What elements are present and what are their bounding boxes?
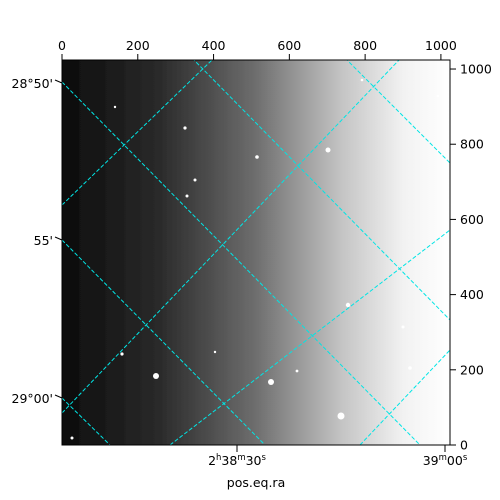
right-tick-label: 600: [460, 212, 484, 227]
plot-frame: [61, 59, 451, 446]
top-tick-label: 200: [126, 38, 150, 53]
star: [213, 350, 217, 354]
grid-line: [346, 60, 450, 164]
top-tick-label: 0: [58, 38, 66, 53]
star: [120, 352, 124, 356]
star: [408, 366, 412, 370]
star: [70, 436, 74, 440]
star: [185, 194, 189, 198]
top-tick-label: 400: [202, 38, 226, 53]
star: [295, 369, 299, 373]
star: [153, 373, 159, 379]
star: [436, 94, 440, 98]
right-tick-label: 200: [460, 362, 484, 377]
top-pixel-axis: 0 200 400 600 800 1000: [58, 38, 457, 60]
star: [268, 379, 274, 385]
star: [337, 412, 345, 420]
dec-tick-label: 29°00': [12, 391, 54, 406]
right-tick-label: 0: [460, 438, 468, 453]
right-tick-label: 1000: [460, 62, 492, 77]
grid-line: [62, 81, 421, 445]
star: [401, 325, 405, 329]
dec-tick-label: 55': [34, 233, 53, 248]
sky-image: [62, 60, 450, 445]
ra-tick-label: 2h38m30s: [208, 453, 266, 468]
bottom-ra-axis: 2h38m30s 39m00s pos.eq.ra: [208, 445, 468, 490]
grid-line: [193, 60, 450, 321]
grid-line: [169, 229, 450, 445]
left-dec-axis: 28°50' 55' 29°00': [12, 76, 63, 406]
right-pixel-axis: 0 200 400 600 800 1000: [450, 62, 492, 453]
grid-line: [62, 60, 213, 206]
top-tick-label: 1000: [425, 38, 457, 53]
star: [183, 126, 187, 130]
star: [325, 147, 331, 153]
grid-line: [62, 397, 111, 445]
grid-line: [62, 239, 266, 445]
top-tick-label: 800: [353, 38, 377, 53]
grid-line: [359, 349, 450, 445]
dec-tick-label: 28°50': [12, 76, 54, 91]
wcs-coordinate-grid: [62, 60, 450, 445]
star: [360, 78, 364, 82]
right-tick-label: 800: [460, 137, 484, 152]
x-axis-label: pos.eq.ra: [227, 475, 285, 490]
image-plot-area: [61, 59, 451, 446]
right-tick-label: 400: [460, 287, 484, 302]
ra-tick-label: 39m00s: [423, 453, 468, 468]
star-sources: [70, 78, 440, 440]
star: [345, 302, 351, 308]
top-tick-label: 600: [277, 38, 301, 53]
star: [113, 105, 117, 109]
star: [193, 178, 197, 182]
star: [255, 155, 259, 159]
grid-line: [62, 60, 400, 414]
